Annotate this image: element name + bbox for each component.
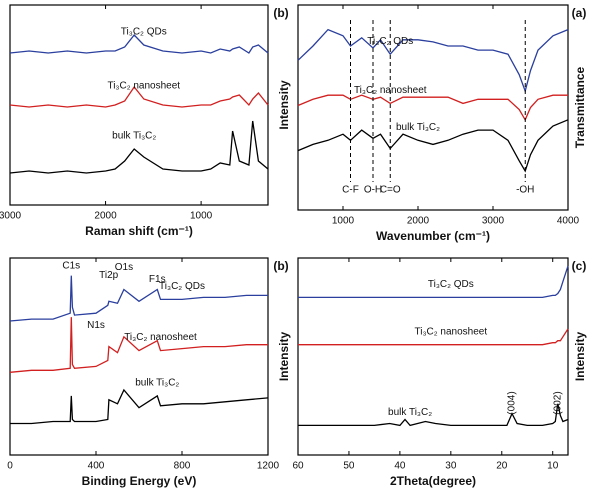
series-line xyxy=(9,34,269,54)
series-line xyxy=(9,275,268,322)
x-tick-label: 0 xyxy=(7,461,13,472)
annotation-label: N1s xyxy=(87,320,105,331)
series-line xyxy=(9,120,269,174)
panel-label: (a) xyxy=(572,6,587,20)
annotation-label: C-F xyxy=(342,185,359,196)
x-tick-label: 400 xyxy=(88,461,105,472)
panel-label: (b) xyxy=(273,259,288,273)
x-tick-label: 3000 xyxy=(482,216,505,227)
annotation-label: -OH xyxy=(516,185,534,196)
x-axis-title: Binding Energy (eV) xyxy=(82,474,197,488)
series-line xyxy=(9,317,268,373)
series-line xyxy=(9,85,269,108)
series-line xyxy=(297,94,568,122)
x-tick-label: 1000 xyxy=(332,216,355,227)
series-line xyxy=(298,265,569,299)
y-axis-title: Intensity xyxy=(573,332,587,382)
series-label: bulk Ti₃C₂ xyxy=(135,378,179,389)
series-label: Ti₃C₂ nanosheet xyxy=(107,81,180,92)
x-tick-label: 30 xyxy=(445,461,457,472)
series-label: bulk Ti₃C₂ xyxy=(112,131,156,142)
x-tick-label: 40 xyxy=(394,461,406,472)
x-tick-label: 4000 xyxy=(557,216,580,227)
series-label: bulk Ti₃C₂ xyxy=(388,407,432,418)
series-label: Ti₃C₂ nanosheet xyxy=(415,326,488,337)
x-tick-label: 50 xyxy=(343,461,355,472)
annotation-label: O-H xyxy=(364,185,382,196)
annotation-label: C=O xyxy=(380,185,401,196)
series-label: Ti₃C₂ QDs xyxy=(159,281,205,292)
series-label: Ti₃C₂ QDs xyxy=(428,279,474,290)
series-line xyxy=(10,388,269,425)
x-axis-title: 2Theta(degree) xyxy=(390,474,476,488)
x-tick-label: 2000 xyxy=(407,216,430,227)
x-tick-label: 3000 xyxy=(0,211,22,222)
annotation-label: O1s xyxy=(115,262,133,273)
y-axis-title: Intensity xyxy=(277,332,291,382)
x-tick-label: 10 xyxy=(547,461,559,472)
x-axis-title: Wavenumber (cm⁻¹) xyxy=(376,229,490,243)
x-tick-label: 2000 xyxy=(94,211,117,222)
annotation-label: Ti2p xyxy=(99,270,119,281)
plot-frame xyxy=(9,257,269,456)
x-tick-label: 800 xyxy=(174,461,191,472)
annotation-label: (004) xyxy=(507,391,518,414)
panel-label: (c) xyxy=(572,259,587,273)
y-axis-title: Intensity xyxy=(277,80,291,130)
annotation-label: C1s xyxy=(62,260,80,271)
series-label: Ti₃C₂ QDs xyxy=(121,27,167,38)
panel-label: (b) xyxy=(273,6,288,20)
series-line xyxy=(298,328,569,346)
series-label: Ti₃C₂ nanosheet xyxy=(124,332,197,343)
y-axis-title: Transmittance xyxy=(573,66,587,148)
series-line xyxy=(297,119,569,173)
x-tick-label: 1000 xyxy=(190,211,213,222)
x-tick-label: 1200 xyxy=(257,461,280,472)
annotation-label: F1s xyxy=(149,274,166,285)
x-tick-label: 20 xyxy=(496,461,508,472)
series-label: bulk Ti₃C₂ xyxy=(396,122,440,133)
series-line xyxy=(298,403,569,427)
annotation-label: (002) xyxy=(552,391,563,414)
x-axis-title: Raman shift (cm⁻¹) xyxy=(85,224,193,238)
series-line xyxy=(297,28,569,94)
x-tick-label: 60 xyxy=(292,461,304,472)
plot-frame xyxy=(297,257,569,456)
plot-frame xyxy=(297,4,569,211)
